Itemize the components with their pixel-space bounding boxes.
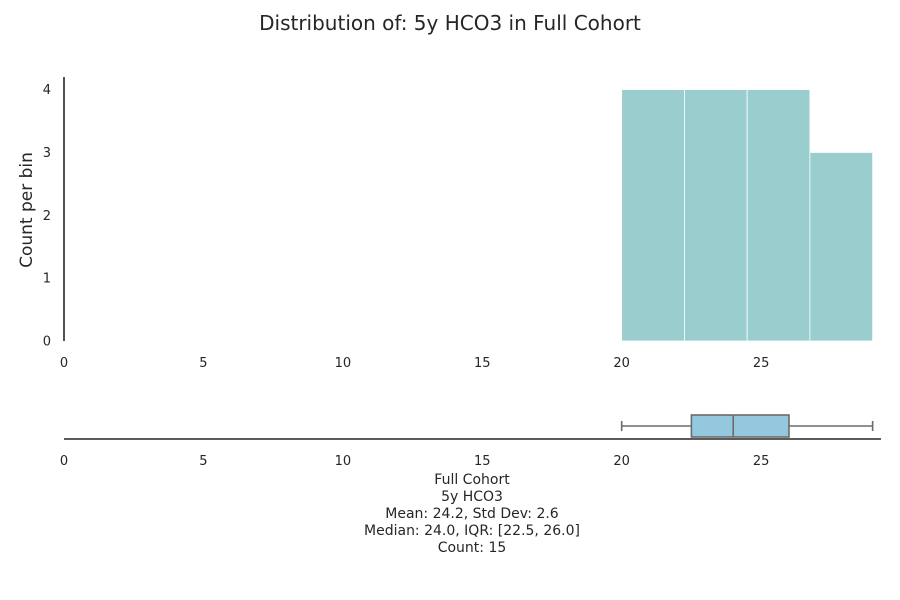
x-tick-label: 15 bbox=[474, 454, 491, 469]
boxplot-x-axis: 0 5 10 15 20 25 bbox=[60, 438, 881, 469]
x-tick-label: 10 bbox=[335, 356, 352, 371]
x-tick-label: 10 bbox=[335, 454, 352, 469]
boxplot bbox=[620, 414, 874, 438]
stats-line: Median: 24.0, IQR: [22.5, 26.0] bbox=[364, 523, 580, 539]
stats-line: Count: 15 bbox=[438, 540, 507, 556]
y-tick-label: 1 bbox=[43, 272, 51, 287]
stats-line: 5y HCO3 bbox=[441, 489, 503, 505]
x-tick-label: 25 bbox=[753, 356, 770, 371]
histogram-bar bbox=[746, 89, 811, 342]
y-axis-label: Count per bin bbox=[17, 152, 37, 268]
x-tick-label: 5 bbox=[199, 356, 207, 371]
y-tick-label: 4 bbox=[43, 83, 51, 98]
chart-title: Distribution of: 5y HCO3 in Full Cohort bbox=[259, 11, 641, 35]
y-tick-label: 0 bbox=[43, 335, 51, 350]
histogram-bar bbox=[809, 152, 874, 342]
x-tick-label: 0 bbox=[60, 454, 68, 469]
boxplot-box bbox=[690, 414, 790, 438]
x-tick-label: 20 bbox=[613, 356, 630, 371]
y-tick-label: 3 bbox=[43, 146, 51, 161]
y-tick-label: 2 bbox=[43, 209, 51, 224]
x-tick-label: 15 bbox=[474, 356, 491, 371]
stats-line: Full Cohort bbox=[434, 472, 510, 488]
histogram-bars bbox=[621, 89, 874, 342]
histogram-x-ticks: 0 5 10 15 20 25 bbox=[60, 356, 770, 371]
stats-line: Mean: 24.2, Std Dev: 2.6 bbox=[385, 506, 559, 522]
y-axis: 0 1 2 3 4 bbox=[43, 77, 65, 350]
x-tick-label: 25 bbox=[753, 454, 770, 469]
x-tick-label: 20 bbox=[613, 454, 630, 469]
histogram-bar bbox=[684, 89, 748, 342]
histogram-bar bbox=[621, 89, 685, 342]
x-tick-label: 5 bbox=[199, 454, 207, 469]
x-tick-label: 0 bbox=[60, 356, 68, 371]
